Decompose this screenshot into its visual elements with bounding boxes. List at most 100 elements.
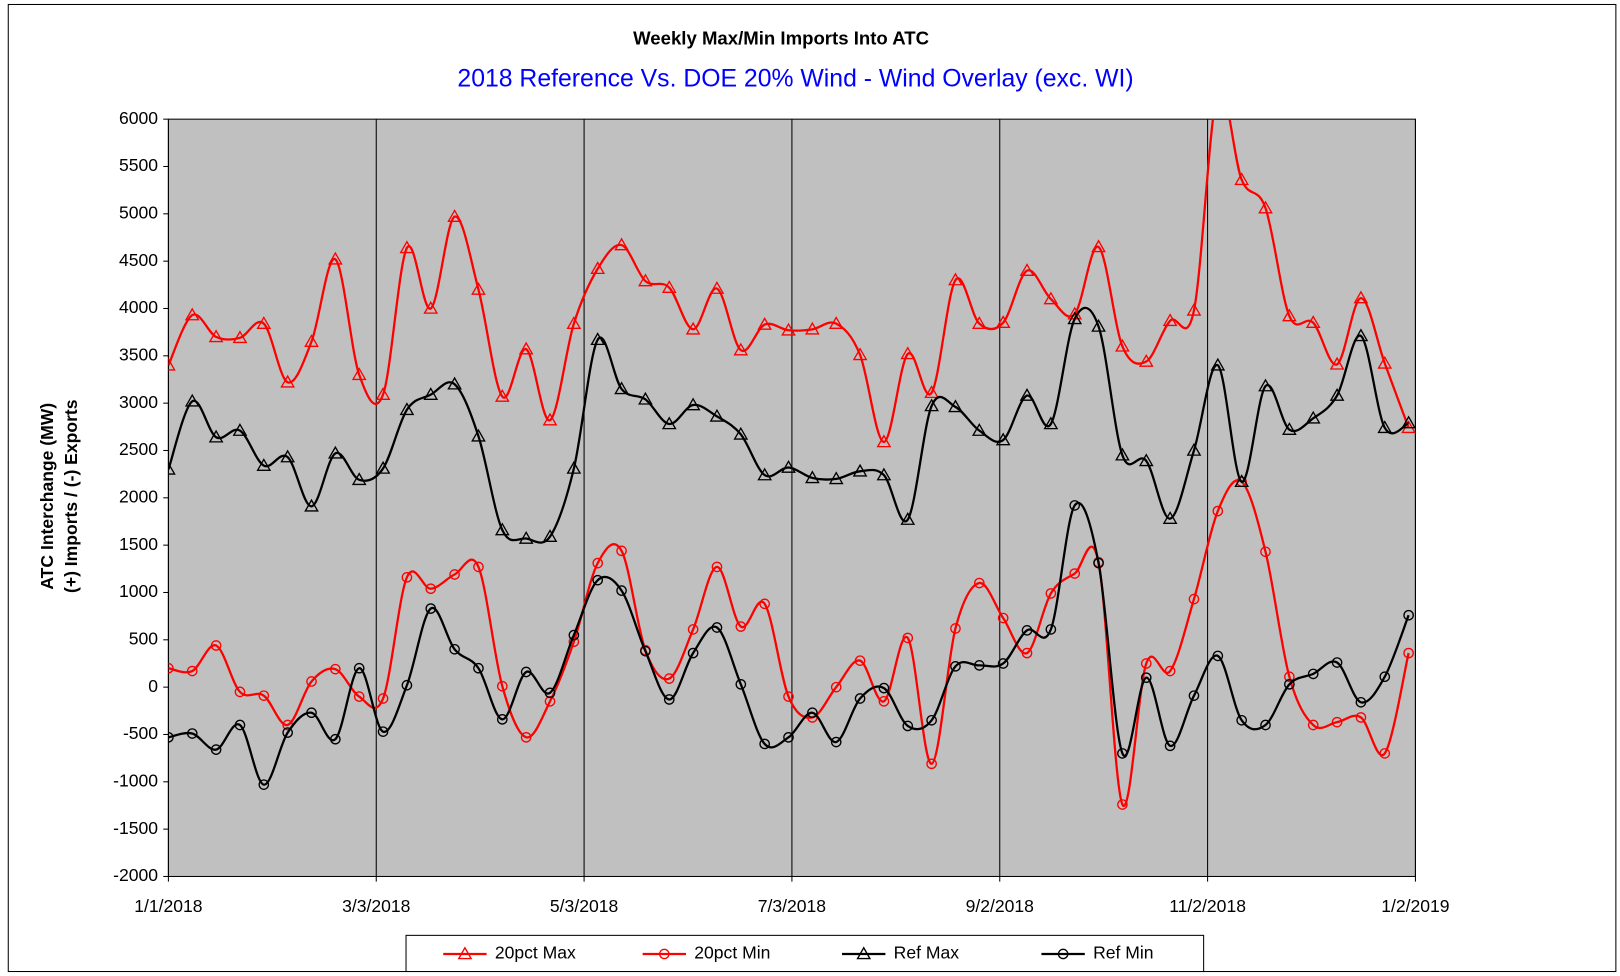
marker	[973, 660, 985, 671]
y-tick-label: 5500	[119, 155, 158, 175]
marker	[1138, 353, 1154, 367]
marker	[711, 561, 723, 573]
marker	[1355, 712, 1367, 723]
marker	[375, 387, 391, 400]
marker	[210, 744, 222, 755]
marker	[1210, 357, 1226, 371]
marker	[1379, 748, 1391, 759]
marker	[304, 498, 319, 512]
marker	[306, 707, 317, 719]
marker	[256, 458, 272, 471]
marker	[1164, 740, 1176, 752]
marker	[614, 381, 629, 395]
marker	[1329, 356, 1345, 370]
marker	[328, 445, 343, 459]
marker	[1162, 511, 1178, 524]
marker	[1284, 671, 1295, 683]
legend-label: 20pct Min	[694, 943, 770, 963]
marker	[353, 691, 365, 702]
marker	[1067, 311, 1083, 325]
marker	[184, 393, 200, 407]
y-tick-label: -500	[123, 723, 158, 743]
marker	[351, 367, 367, 381]
series-line	[168, 306, 1410, 544]
marker	[759, 738, 770, 750]
marker	[902, 720, 914, 732]
marker	[805, 321, 820, 335]
marker	[852, 347, 868, 361]
plot-series	[168, 119, 1416, 810]
marker	[282, 727, 293, 738]
marker	[544, 687, 556, 699]
y-tick-label: 4500	[119, 250, 158, 270]
marker	[425, 603, 437, 614]
marker	[830, 736, 842, 748]
marker	[781, 459, 796, 473]
marker	[735, 678, 747, 690]
marker	[1117, 748, 1128, 759]
marker	[926, 758, 937, 770]
marker	[711, 622, 723, 633]
marker	[616, 585, 627, 596]
y-tick-label: 1500	[119, 534, 158, 554]
marker	[900, 512, 916, 525]
marker	[1282, 422, 1297, 435]
marker	[566, 316, 582, 329]
marker	[1093, 557, 1104, 569]
marker	[948, 272, 963, 286]
marker	[168, 461, 176, 475]
marker	[1138, 453, 1154, 467]
marker	[186, 665, 198, 677]
marker	[663, 673, 675, 684]
y-tick-label: 2500	[119, 439, 158, 459]
x-tick-label: 1/2/2019	[1381, 896, 1449, 916]
marker	[878, 696, 890, 707]
marker	[828, 316, 844, 329]
marker	[353, 662, 365, 674]
marker	[1258, 378, 1273, 392]
marker	[783, 691, 794, 702]
marker	[401, 572, 413, 583]
marker	[473, 561, 484, 573]
marker	[447, 376, 462, 390]
series-line	[168, 502, 1410, 786]
marker	[1045, 624, 1057, 635]
x-tick-label: 9/2/2018	[966, 896, 1034, 916]
marker	[256, 316, 272, 329]
marker	[232, 330, 248, 344]
marker	[1305, 315, 1321, 329]
marker	[1057, 948, 1069, 960]
marker	[783, 731, 794, 743]
marker	[330, 663, 341, 675]
marker	[184, 307, 200, 321]
marker	[1019, 388, 1035, 401]
marker	[805, 470, 820, 484]
marker	[232, 423, 248, 436]
marker	[828, 471, 844, 485]
marker	[1091, 318, 1106, 332]
marker	[1140, 658, 1152, 669]
marker	[1403, 647, 1414, 659]
marker	[852, 463, 868, 477]
marker	[1188, 690, 1200, 701]
marker	[457, 946, 473, 960]
y-tick-label: -2000	[113, 865, 158, 885]
marker	[401, 679, 413, 691]
marker	[542, 412, 558, 426]
marker	[1377, 355, 1393, 369]
marker	[757, 317, 773, 330]
marker	[1043, 291, 1059, 305]
marker	[971, 423, 987, 436]
marker	[1162, 313, 1178, 327]
marker	[494, 522, 510, 536]
x-tick-label: 11/2/2018	[1169, 896, 1246, 916]
marker	[351, 472, 367, 486]
y-tick-label: 3000	[119, 392, 158, 412]
marker	[830, 681, 842, 693]
marker	[1115, 338, 1130, 352]
x-tick-label: 7/3/2018	[758, 896, 826, 916]
marker	[449, 643, 460, 655]
marker	[375, 460, 391, 474]
marker	[377, 726, 389, 737]
marker	[924, 398, 939, 412]
